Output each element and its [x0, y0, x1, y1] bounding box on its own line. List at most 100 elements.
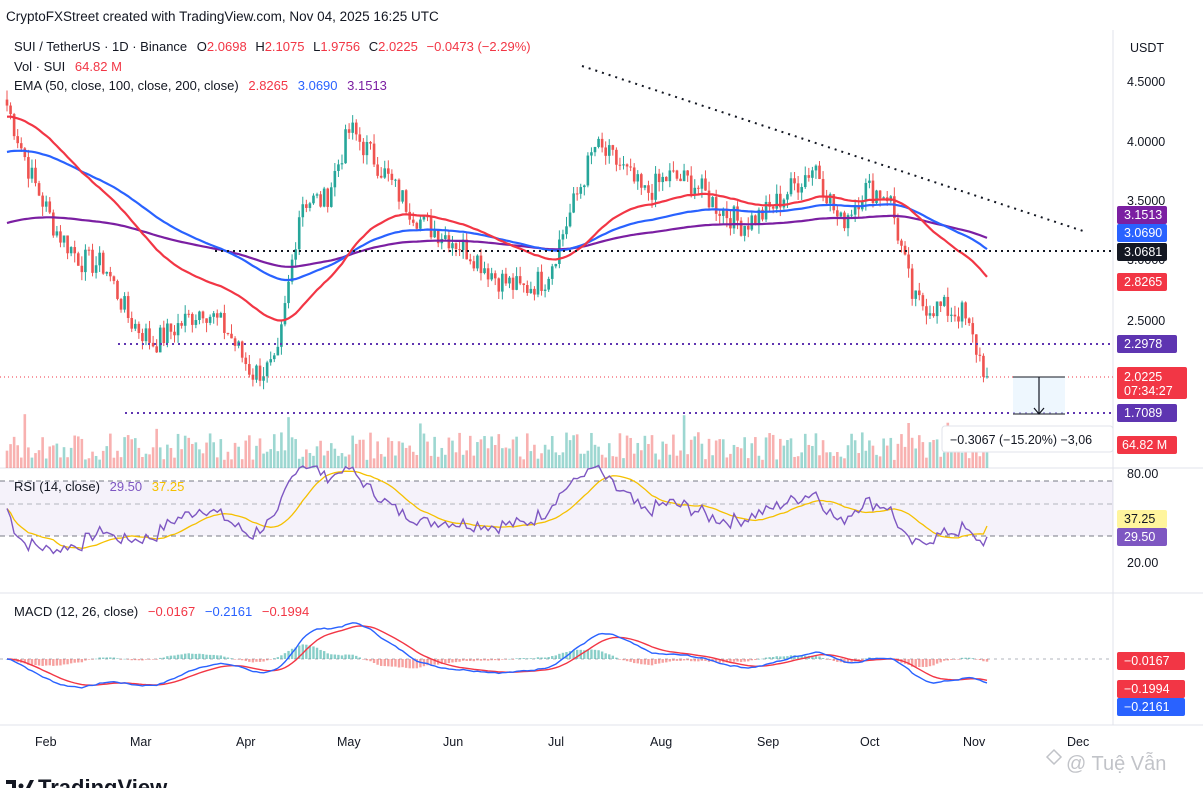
- candle-body: [957, 316, 960, 322]
- volume-bar: [640, 450, 643, 468]
- candle-body: [565, 226, 568, 235]
- candle-body: [779, 193, 782, 208]
- volume-bar: [565, 432, 568, 468]
- volume-bar: [739, 448, 743, 468]
- volume-bar: [372, 458, 376, 468]
- macd-hist-bar: [162, 657, 165, 659]
- candle-body: [358, 134, 362, 142]
- macd-signal-tag: −0.1994: [1117, 680, 1185, 698]
- volume-bar: [472, 455, 476, 468]
- svg-text:64.82 M: 64.82 M: [1122, 438, 1167, 452]
- macd-hist-bar: [312, 646, 315, 659]
- volume-bar: [126, 435, 130, 468]
- macd-hist-bar: [511, 659, 515, 660]
- volume-bar: [187, 437, 191, 468]
- volume-bar: [615, 456, 618, 468]
- volume-bar: [889, 437, 893, 468]
- macd-signal-line: [6, 625, 988, 686]
- candle-body: [394, 179, 397, 181]
- volume-bar: [287, 417, 290, 468]
- candle-body: [807, 175, 811, 178]
- candle-body: [714, 197, 718, 214]
- volume-bar: [629, 437, 632, 468]
- candle-body: [483, 268, 486, 274]
- ema-legend[interactable]: EMA (50, close, 100, close, 200, close) …: [14, 78, 387, 93]
- macd-hist-bar: [551, 656, 554, 659]
- measure-tool[interactable]: −0.3067 (−15.20%) −3,06: [941, 376, 1114, 453]
- volume-legend[interactable]: Vol · SUI 64.82 M: [14, 59, 122, 74]
- candle-body: [533, 288, 536, 295]
- volume-bar: [661, 441, 665, 468]
- volume-bar: [16, 445, 19, 468]
- candle-body: [16, 136, 19, 144]
- macd-hist-bar: [255, 659, 258, 662]
- candle-body: [493, 273, 497, 279]
- volume-bar: [476, 442, 479, 468]
- macd-hist-bar: [265, 659, 269, 661]
- volume-bar: [490, 436, 493, 468]
- macd-hist-bar: [166, 656, 169, 659]
- volume-bar: [529, 451, 533, 468]
- candle-body: [960, 302, 964, 322]
- volume-bar: [843, 458, 846, 468]
- macd-hist-bar: [490, 659, 493, 661]
- macd-hist-bar: [201, 654, 205, 659]
- candle-body: [839, 212, 843, 217]
- macd-hist-bar: [233, 659, 237, 660]
- candle-body: [914, 290, 918, 299]
- macd-hist-bar: [786, 656, 789, 659]
- rsi-legend[interactable]: RSI (14, close) 29.50 37.25: [14, 479, 184, 494]
- volume-bar: [69, 447, 73, 468]
- macd-hist-bar: [978, 659, 982, 661]
- macd-hist-bar: [77, 659, 80, 663]
- candle-body: [151, 342, 155, 347]
- volume-bar: [251, 459, 255, 468]
- candle-body: [821, 178, 825, 196]
- volume-bar: [622, 458, 625, 468]
- candle-body: [661, 176, 665, 183]
- macd-hist-bar: [957, 659, 960, 660]
- macd-hist-bar: [27, 659, 30, 665]
- currency-label: USDT: [1130, 41, 1164, 55]
- macd-hist-bar: [818, 656, 821, 659]
- svg-text:TradingView: TradingView: [38, 775, 168, 788]
- volume-bar: [700, 443, 704, 468]
- macd-hist-bar: [287, 650, 290, 659]
- volume-bar: [237, 446, 240, 468]
- volume-bar: [258, 438, 262, 468]
- volume-bar: [130, 439, 134, 468]
- volume-bar: [497, 434, 501, 468]
- macd-hist-bar: [130, 659, 133, 661]
- candle-body: [575, 193, 579, 195]
- macd-hist-bar: [244, 659, 247, 662]
- candle-body: [561, 234, 565, 240]
- svg-text:1.7089: 1.7089: [1124, 406, 1162, 420]
- candle-body: [882, 197, 885, 199]
- candle-body: [133, 323, 137, 329]
- candle-body: [55, 231, 59, 236]
- macd-hist-bar: [301, 644, 304, 659]
- macd-hist-bar: [825, 659, 828, 660]
- macd-hist-bar: [739, 659, 743, 663]
- candle-body: [84, 249, 87, 273]
- macd-hist-bar: [932, 659, 935, 666]
- time-axis[interactable]: Feb Mar Apr May Jun Jul Aug Sep Oct Nov …: [35, 735, 1089, 749]
- macd-hist-bar: [30, 659, 34, 665]
- macd-hist-bar: [743, 659, 746, 662]
- volume-bar: [322, 455, 326, 468]
- macd-legend[interactable]: MACD (12, 26, close) −0.0167 −0.2161 −0.…: [14, 604, 309, 619]
- candle-body: [173, 331, 176, 336]
- macd-hist-bar: [258, 659, 262, 662]
- macd-hist-bar: [461, 659, 465, 661]
- macd-hist-bar: [814, 655, 818, 659]
- macd-hist-bar: [657, 659, 661, 664]
- macd-hist-bar: [643, 659, 647, 665]
- volume-bar: [536, 458, 540, 468]
- candle-body: [583, 185, 586, 188]
- volume-bar: [893, 459, 896, 468]
- symbol-legend[interactable]: SUI / TetherUS · 1D · Binance O2.0698 H2…: [14, 39, 531, 54]
- macd-hist-bar: [401, 659, 404, 668]
- macd-hist-bar: [87, 659, 91, 660]
- volume-bar: [586, 450, 590, 468]
